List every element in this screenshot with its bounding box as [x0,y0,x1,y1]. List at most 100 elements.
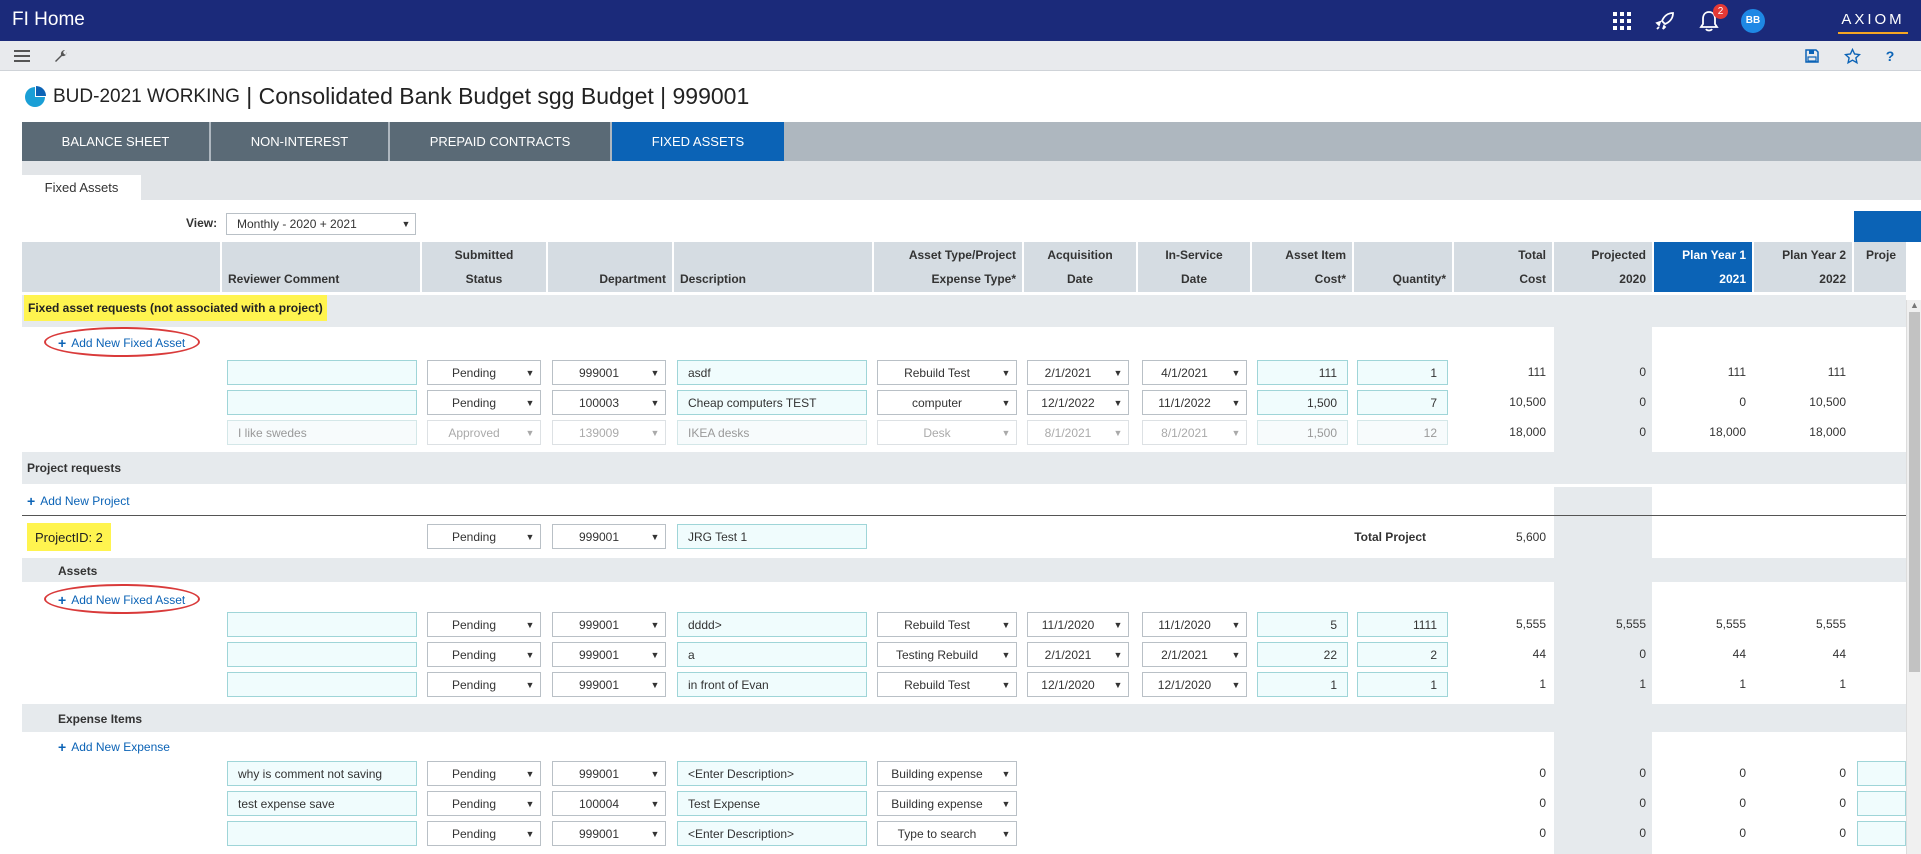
department-select[interactable]: 999001 ▼ [552,642,666,667]
header-projected-2020[interactable]: Projected 2020 [1554,242,1652,292]
description-input[interactable]: in front of Evan [677,672,867,697]
scrollbar-thumb[interactable] [1909,312,1920,672]
quantity-input[interactable]: 1 [1357,672,1448,697]
asset-cost-input[interactable]: 1 [1257,672,1348,697]
avatar[interactable]: BB [1741,9,1765,33]
asset-cost-input[interactable]: 111 [1257,360,1348,385]
description-input[interactable]: <Enter Description> [677,821,867,846]
quantity-input[interactable]: 7 [1357,390,1448,415]
add-fixed-asset-link[interactable]: + Add New Fixed Asset [58,592,186,608]
department-select[interactable]: 999001 ▼ [552,612,666,637]
department-select[interactable]: 999001 ▼ [552,360,666,385]
acquisition-date-select[interactable]: 11/1/2020 ▼ [1027,612,1129,637]
header-asset-item-cost[interactable]: Asset Item Cost* [1252,242,1352,292]
reviewer-comment-input[interactable] [227,642,417,667]
rocket-icon[interactable] [1652,8,1678,34]
help-icon[interactable]: ? [1885,48,1895,64]
acquisition-date-select[interactable]: 12/1/2020 ▼ [1027,672,1129,697]
tab-balance-sheet[interactable]: BALANCE SHEET [22,122,209,161]
tab-non-interest[interactable]: NON-INTEREST [211,122,388,161]
plan-year-3-input[interactable] [1857,821,1906,846]
header-description[interactable]: Description [674,242,872,292]
in-service-date-select[interactable]: 11/1/2022 ▼ [1142,390,1247,415]
project-department-select[interactable]: 999001 ▼ [552,524,666,549]
in-service-date-select[interactable]: 11/1/2020 ▼ [1142,612,1247,637]
wrench-icon[interactable] [50,45,72,67]
header-submitted-status[interactable]: Submitted Status [422,242,546,292]
add-fixed-asset-link[interactable]: + Add New Fixed Asset [58,335,186,351]
department-select[interactable]: 999001 ▼ [552,821,666,846]
tab-prepaid-contracts[interactable]: PREPAID CONTRACTS [390,122,610,161]
header-plan-year-1[interactable]: Plan Year 1 2021 [1654,242,1752,292]
status-select[interactable]: Pending ▼ [427,390,541,415]
department-select[interactable]: 100004 ▼ [552,791,666,816]
reviewer-comment-input[interactable] [227,390,417,415]
header-acquisition-date[interactable]: Acquisition Date [1024,242,1136,292]
reviewer-comment-input[interactable]: why is comment not saving [227,761,417,786]
status-select[interactable]: Pending ▼ [427,821,541,846]
vertical-scrollbar[interactable]: ▲ [1906,300,1921,854]
reviewer-comment-input[interactable] [227,360,417,385]
hamburger-icon[interactable] [11,45,33,67]
department-select[interactable]: 999001 ▼ [552,761,666,786]
status-select[interactable]: Pending ▼ [427,672,541,697]
acquisition-date-select[interactable]: 2/1/2021 ▼ [1027,642,1129,667]
status-select[interactable]: Pending ▼ [427,761,541,786]
add-project-link[interactable]: + Add New Project [27,493,130,509]
description-input[interactable]: <Enter Description> [677,761,867,786]
action-button[interactable] [1854,211,1921,242]
header-department[interactable]: Department [548,242,672,292]
reviewer-comment-input[interactable]: test expense save [227,791,417,816]
plan-year-3-input[interactable] [1857,761,1906,786]
expense-type-select[interactable]: Building expense ▼ [877,761,1017,786]
asset-type-select[interactable]: Rebuild Test ▼ [877,672,1017,697]
asset-type-select[interactable]: Testing Rebuild ▼ [877,642,1017,667]
add-expense-link[interactable]: + Add New Expense [58,739,170,755]
asset-type-select[interactable]: Rebuild Test ▼ [877,612,1017,637]
asset-cost-input[interactable]: 1,500 [1257,390,1348,415]
scroll-up-icon[interactable]: ▲ [1910,300,1919,310]
header-asset-type[interactable]: Asset Type/Project Expense Type* [874,242,1022,292]
status-select[interactable]: Pending ▼ [427,791,541,816]
expense-type-select[interactable]: Type to search ▼ [877,821,1017,846]
in-service-date-select[interactable]: 4/1/2021 ▼ [1142,360,1247,385]
in-service-date-select[interactable]: 2/1/2021 ▼ [1142,642,1247,667]
save-icon[interactable] [1801,45,1823,67]
description-input[interactable]: a [677,642,867,667]
tab-fixed-assets[interactable]: FIXED ASSETS [612,122,784,161]
acquisition-date-select[interactable]: 12/1/2022 ▼ [1027,390,1129,415]
header-plan-year-3[interactable]: Proje [1854,242,1906,292]
project-status-select[interactable]: Pending ▼ [427,524,541,549]
quantity-input[interactable]: 1111 [1357,612,1448,637]
status-select[interactable]: Pending ▼ [427,360,541,385]
reviewer-comment-input[interactable] [227,821,417,846]
quantity-input[interactable]: 1 [1357,360,1448,385]
grid-icon[interactable] [1609,8,1635,34]
expense-type-select[interactable]: Building expense ▼ [877,791,1017,816]
asset-type-select[interactable]: Rebuild Test ▼ [877,360,1017,385]
reviewer-comment-input[interactable] [227,672,417,697]
in-service-date-select[interactable]: 12/1/2020 ▼ [1142,672,1247,697]
subtab-fixed-assets[interactable]: Fixed Assets [22,175,141,200]
view-select[interactable]: Monthly - 2020 + 2021 ▼ [226,213,416,235]
status-select[interactable]: Pending ▼ [427,612,541,637]
description-input[interactable]: Cheap computers TEST [677,390,867,415]
description-input[interactable]: dddd> [677,612,867,637]
plan-year-3-input[interactable] [1857,791,1906,816]
description-input[interactable]: Test Expense [677,791,867,816]
department-select[interactable]: 999001 ▼ [552,672,666,697]
acquisition-date-select[interactable]: 2/1/2021 ▼ [1027,360,1129,385]
app-title[interactable]: FI Home [12,9,85,30]
header-total-cost[interactable]: Total Cost [1454,242,1552,292]
star-icon[interactable] [1841,45,1863,67]
header-reviewer-comment[interactable]: Reviewer Comment [222,242,420,292]
asset-cost-input[interactable]: 5 [1257,612,1348,637]
description-input[interactable]: asdf [677,360,867,385]
bell-icon[interactable]: 2 [1696,4,1728,34]
quantity-input[interactable]: 2 [1357,642,1448,667]
asset-cost-input[interactable]: 22 [1257,642,1348,667]
status-select[interactable]: Pending ▼ [427,642,541,667]
department-select[interactable]: 100003 ▼ [552,390,666,415]
asset-type-select[interactable]: computer ▼ [877,390,1017,415]
header-quantity[interactable]: Quantity* [1354,242,1452,292]
